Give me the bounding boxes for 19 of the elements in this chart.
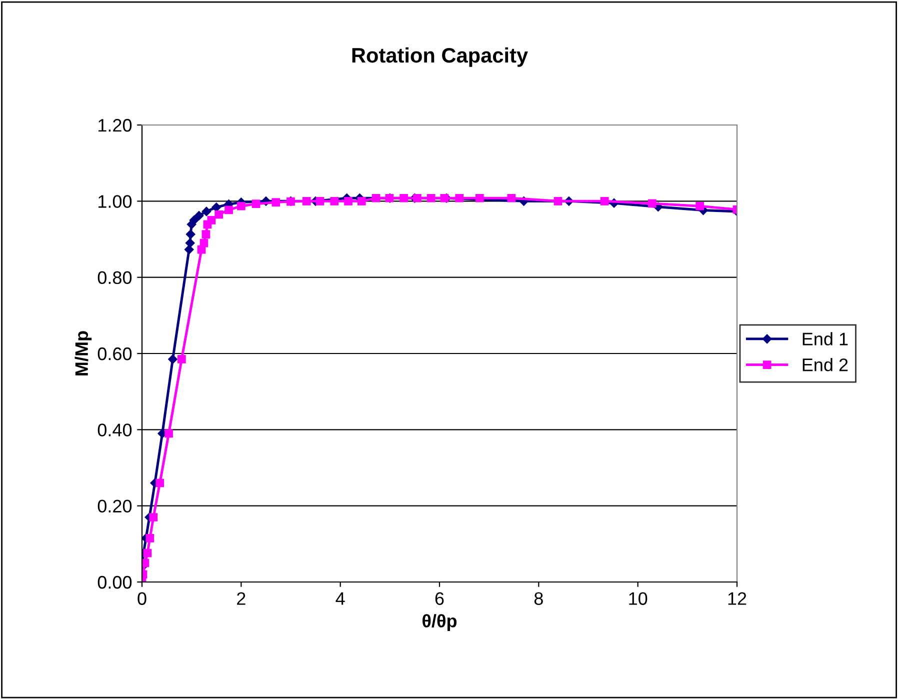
y-tick-label: 0.00	[98, 576, 132, 589]
y-tick-label: 0.60	[98, 347, 132, 360]
chart-title: Rotation Capacity	[352, 47, 528, 67]
y-tick-label: 0.40	[98, 424, 132, 436]
y-axis-title: M/Mp	[74, 331, 92, 376]
y-tick-label: 1.20	[98, 118, 132, 132]
x-tick-label: 0	[138, 592, 146, 605]
x-tick-label: 8	[534, 592, 543, 605]
legend-label: End 1	[802, 332, 848, 346]
y-tick-label: 1.00	[98, 195, 132, 208]
x-tick-label: 10	[629, 592, 648, 605]
legend-label: End 2	[802, 358, 848, 372]
x-tick-label: 2	[237, 592, 246, 605]
y-tick-label: 0.80	[98, 271, 132, 284]
x-tick-label: 4	[336, 592, 345, 605]
x-axis-title: θ/θp	[422, 614, 457, 631]
x-tick-label: 6	[435, 592, 444, 605]
x-tick-label: 12	[728, 592, 746, 605]
y-tick-label: 0.20	[98, 500, 132, 513]
